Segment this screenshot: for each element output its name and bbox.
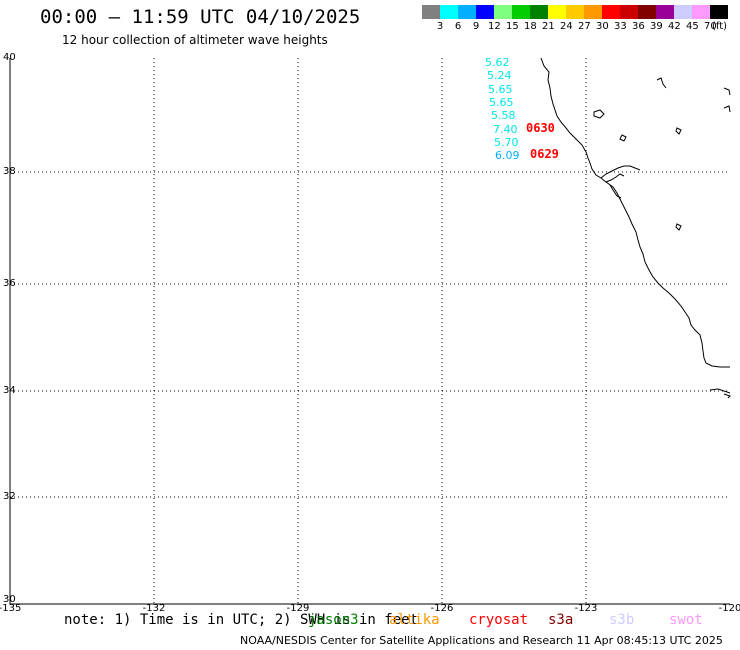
scale-swatch [710,5,728,19]
scale-tick-label: 27 [578,21,591,32]
satellite-legend-item: swot [669,612,703,628]
scale-tick-label: 15 [506,21,519,32]
latitude-label: 38 [3,166,16,177]
wave-height-reading: 5.58 [491,109,516,123]
scale-swatch [530,5,548,19]
page-title: 00:00 – 11:59 UTC 04/10/2025 [40,6,361,28]
wave-height-reading: 5.24 [487,69,512,83]
scale-swatch [692,5,710,19]
scale-tick-label: 12 [488,21,501,32]
scale-swatch [476,5,494,19]
scale-swatch [458,5,476,19]
satellite-legend-item: s3b [609,612,635,628]
scale-tick-label: 9 [472,21,480,32]
scale-tick-label: 3 [436,21,444,32]
latitude-label: 40 [3,52,16,63]
wave-height-reading: 5.62 [485,56,510,69]
scale-swatch [566,5,584,19]
scale-tick-label: 30 [596,21,609,32]
footer-credit: NOAA/NESDIS Center for Satellite Applica… [240,634,723,647]
longitude-label: -126 [430,603,454,614]
coastline [540,57,731,399]
wave-height-reading: 5.65 [489,95,514,109]
scale-tick-label: 36 [632,21,645,32]
longitude-label: -132 [142,603,166,614]
scale-swatch [512,5,530,19]
scale-swatch [620,5,638,19]
longitude-label: -129 [286,603,310,614]
scale-tick-label: 24 [560,21,573,32]
scale-tick-label: 18 [524,21,537,32]
scale-swatch [422,5,440,19]
scale-swatch [440,5,458,19]
note-text: note: 1) Time is in UTC; 2) SWH is in fe… [64,612,419,628]
longitude-label: -135 [0,603,22,614]
scale-tick-label: 70 [704,21,717,32]
pass-time-label: 0630 [526,121,555,135]
latitude-label: 30 [3,594,16,605]
scale-tick-label: 42 [668,21,681,32]
latitude-label: 34 [3,385,16,396]
scale-unit: (ft) [712,21,728,32]
scale-tick-label: 21 [542,21,555,32]
page-subtitle: 12 hour collection of altimeter wave hei… [62,33,328,47]
satellite-legend-item: s3a [548,612,574,628]
longitude-label: -120 [718,603,740,614]
wave-height-reading: 6.09 [495,149,520,163]
wave-height-reading: 5.70 [494,135,519,149]
satellite-legend-item: cryosat [469,612,529,628]
latitude-label: 36 [3,278,16,289]
scale-swatch [602,5,620,19]
scale-swatch [674,5,692,19]
wave-height-reading: 5.65 [488,82,513,96]
scale-tick-label: 39 [650,21,663,32]
scale-swatch [638,5,656,19]
satellite-legend-item: jason3 [308,612,359,628]
scale-swatch [584,5,602,19]
pass-time-label: 0629 [530,147,559,161]
scale-swatch [494,5,512,19]
longitude-label: -123 [574,603,598,614]
scale-tick-label: 6 [454,21,462,32]
scale-swatch [656,5,674,19]
scale-tick-label: 45 [686,21,699,32]
satellite-legend-item: altika [389,612,440,628]
scale-tick-label: 33 [614,21,627,32]
latitude-label: 32 [3,491,16,502]
wave-height-reading: 7.40 [493,122,518,136]
scale-swatch [548,5,566,19]
